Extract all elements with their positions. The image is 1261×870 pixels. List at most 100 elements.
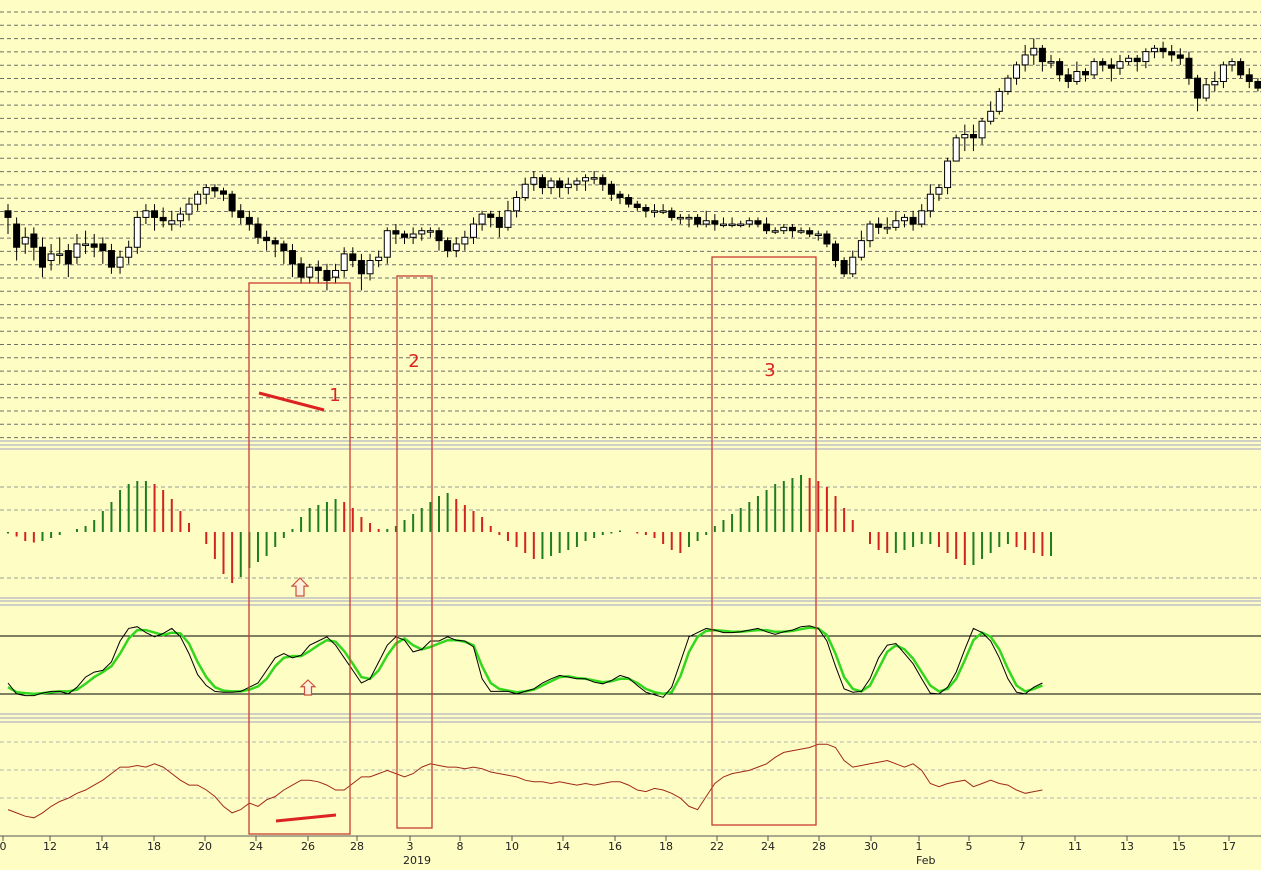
candle-body bbox=[1168, 51, 1176, 56]
candle-body bbox=[1038, 47, 1046, 63]
divergence-line bbox=[258, 391, 325, 412]
annotation-label: 2 bbox=[408, 351, 419, 372]
candle-body bbox=[969, 134, 977, 139]
candle-body bbox=[918, 210, 926, 225]
candle-body bbox=[1073, 71, 1081, 82]
candle-body bbox=[685, 216, 693, 220]
candle-body bbox=[99, 243, 107, 252]
candle-body bbox=[444, 240, 452, 252]
candle-body bbox=[159, 216, 167, 222]
candle-body bbox=[1237, 61, 1245, 76]
candle-body bbox=[375, 256, 383, 262]
x-tick-label: 18 bbox=[659, 840, 673, 853]
candle-body bbox=[788, 226, 796, 232]
candle-body bbox=[116, 256, 124, 268]
candle-body bbox=[668, 210, 676, 218]
divergence-line bbox=[275, 813, 337, 823]
candle-body bbox=[1194, 77, 1202, 99]
candle-body bbox=[513, 197, 521, 212]
x-tick-label: 30 bbox=[864, 840, 878, 853]
x-tick-label: 26 bbox=[301, 840, 315, 853]
panel-separators bbox=[0, 440, 1261, 837]
candle-body bbox=[1185, 57, 1193, 79]
x-tick-label: 14 bbox=[95, 840, 109, 853]
candle-body bbox=[418, 230, 426, 235]
candle-body bbox=[254, 223, 262, 238]
candle-body bbox=[866, 223, 874, 242]
candle-body bbox=[728, 223, 736, 227]
candle-body bbox=[323, 269, 331, 281]
candle-body bbox=[763, 223, 771, 232]
candle-body bbox=[797, 230, 805, 233]
candle-body bbox=[349, 253, 357, 262]
candle-body bbox=[857, 240, 865, 258]
candle-body bbox=[875, 223, 883, 228]
candle-body bbox=[176, 213, 184, 222]
x-tick-label: 8 bbox=[457, 840, 464, 853]
candle-body bbox=[1082, 71, 1089, 76]
candle-body bbox=[202, 187, 210, 195]
candle-body bbox=[1116, 61, 1124, 69]
candle-body bbox=[719, 223, 727, 227]
candle-body bbox=[220, 190, 227, 195]
candle-body bbox=[1142, 51, 1150, 63]
candle-body bbox=[573, 180, 581, 185]
candle-body bbox=[702, 220, 710, 225]
candle-body bbox=[392, 230, 400, 235]
candle-body bbox=[168, 220, 176, 225]
candle-body bbox=[633, 203, 641, 208]
candle-body bbox=[935, 187, 943, 195]
month-label: Feb bbox=[916, 854, 935, 867]
candle-body bbox=[651, 210, 658, 213]
candle-body bbox=[780, 226, 788, 232]
up-arrow-icon bbox=[299, 679, 317, 696]
x-tick-label: 24 bbox=[761, 840, 775, 853]
candle-body bbox=[1004, 77, 1012, 92]
annotation-layer: 1 2 3 bbox=[248, 256, 817, 835]
x-tick-label: 0 bbox=[0, 840, 7, 853]
candle-body bbox=[38, 246, 46, 268]
candle-body bbox=[366, 260, 374, 275]
candle-body bbox=[538, 177, 546, 189]
candle-body bbox=[228, 193, 236, 212]
candle-body bbox=[814, 233, 822, 236]
candle-body bbox=[771, 230, 779, 233]
candle-body bbox=[332, 269, 340, 278]
candle-body bbox=[564, 183, 572, 189]
annotation-label: 3 bbox=[764, 360, 775, 381]
x-tick-label: 28 bbox=[350, 840, 364, 853]
candle-body bbox=[133, 216, 141, 248]
candle-body bbox=[1150, 47, 1158, 53]
highlight-box bbox=[711, 256, 817, 826]
candle-body bbox=[1211, 80, 1219, 86]
candle-body bbox=[556, 180, 564, 189]
candle-body bbox=[185, 203, 193, 215]
candle-body bbox=[1013, 64, 1021, 79]
candle-body bbox=[1021, 54, 1029, 66]
candle-body bbox=[737, 223, 745, 227]
x-tick-label: 3 bbox=[407, 840, 414, 853]
candle-body bbox=[1159, 47, 1167, 53]
x-tick-label: 17 bbox=[1222, 840, 1236, 853]
candle-body bbox=[616, 193, 624, 199]
candle-body bbox=[1099, 61, 1107, 66]
candle-body bbox=[288, 250, 296, 265]
candle-body bbox=[1228, 61, 1236, 66]
candle-body bbox=[125, 246, 133, 258]
x-tick-label: 22 bbox=[710, 840, 724, 853]
candle-body bbox=[978, 120, 986, 139]
stochastic-panel bbox=[0, 625, 1261, 698]
candle-body bbox=[961, 134, 969, 139]
candle-body bbox=[56, 253, 64, 256]
candle-body bbox=[832, 243, 840, 262]
up-arrow-icon bbox=[290, 577, 310, 597]
candle-body bbox=[47, 253, 55, 262]
candle-body bbox=[995, 90, 1003, 112]
highlight-box bbox=[396, 275, 433, 829]
candle-body bbox=[823, 233, 831, 245]
candle-body bbox=[849, 256, 857, 275]
candle-body bbox=[357, 260, 365, 275]
highlight-box bbox=[248, 282, 351, 835]
